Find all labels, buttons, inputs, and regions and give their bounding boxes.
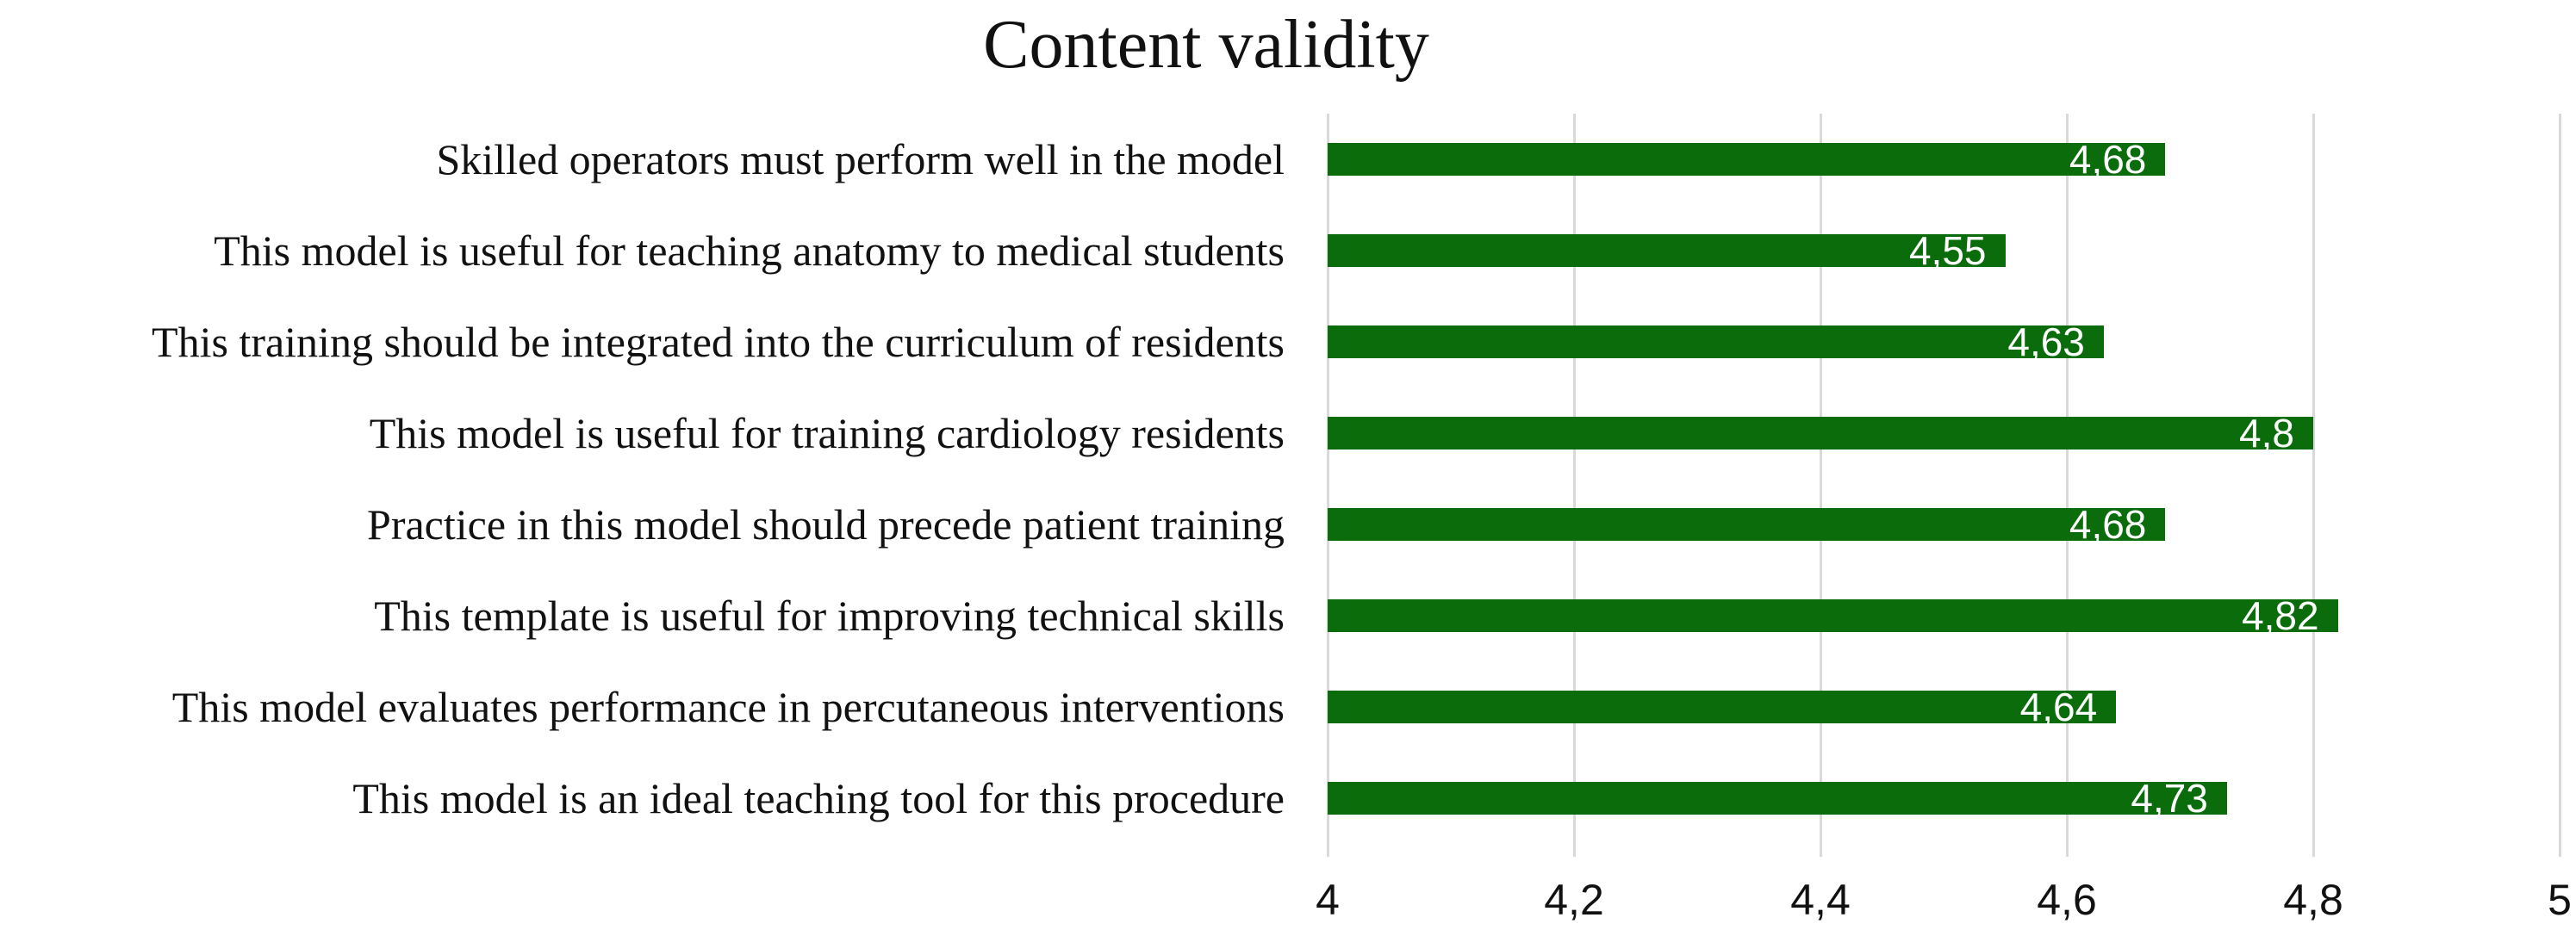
bar: 4,68 bbox=[1328, 137, 2166, 182]
bar-row: 4,55 bbox=[1328, 205, 2560, 296]
bar-value-label: 4,55 bbox=[1908, 228, 1987, 273]
category-label: This model evaluates performance in perc… bbox=[171, 683, 1285, 731]
category-label: Practice in this model should precede pa… bbox=[367, 500, 1285, 549]
bar-row: 4,68 bbox=[1328, 114, 2560, 205]
category-label: Skilled operators must perform well in t… bbox=[436, 135, 1285, 183]
bar: 4,68 bbox=[1328, 502, 2166, 547]
bar: 4,82 bbox=[1328, 596, 2338, 636]
bar: 4,73 bbox=[1328, 778, 2227, 818]
bar-value-label: 4,73 bbox=[2131, 776, 2208, 821]
bar-row: 4,8 bbox=[1328, 388, 2560, 479]
bar: 4,55 bbox=[1328, 228, 2006, 273]
category-label: This model is an ideal teaching tool for… bbox=[352, 774, 1285, 822]
gridline bbox=[1327, 114, 1329, 857]
category-label: This model is useful for teaching anatom… bbox=[214, 226, 1285, 275]
x-axis: 4 4,2 4,4 4,6 4,8 5 bbox=[1316, 875, 2572, 930]
x-axis-tick-label: 4,8 bbox=[2283, 876, 2343, 924]
gridline bbox=[2312, 114, 2315, 857]
bar-value-label: 4,64 bbox=[2019, 685, 2098, 729]
bar-row: 4,64 bbox=[1328, 661, 2560, 753]
bar-value-label: 4,68 bbox=[2069, 502, 2147, 547]
bar-row: 4,82 bbox=[1328, 570, 2560, 661]
gridline bbox=[1573, 114, 1576, 857]
plot-area: 4,68 4,55 4,63 4,8 4,68 4,82 4,64 4,73 bbox=[1327, 114, 2561, 857]
category-label: This model is useful for training cardio… bbox=[369, 409, 1285, 457]
x-axis-tick-label: 4 bbox=[1316, 876, 1340, 924]
x-axis-tick-label: 4,4 bbox=[1790, 876, 1851, 924]
x-axis-tick-label: 4,6 bbox=[2037, 876, 2097, 924]
x-axis-tick-label: 5 bbox=[2548, 876, 2572, 924]
bar-value-label: 4,63 bbox=[2007, 319, 2085, 364]
bar-value-label: 4,8 bbox=[2239, 411, 2294, 456]
bar: 4,64 bbox=[1328, 687, 2117, 727]
category-axis: Skilled operators must perform well in t… bbox=[0, 114, 1328, 844]
bar-value-label: 4,82 bbox=[2242, 593, 2319, 638]
bar-row: 4,63 bbox=[1328, 296, 2560, 388]
bar: 4,63 bbox=[1328, 322, 2104, 362]
bar-row: 4,68 bbox=[1328, 479, 2560, 570]
gridline bbox=[2559, 114, 2561, 857]
bar-row: 4,73 bbox=[1328, 753, 2560, 844]
category-label: This training should be integrated into … bbox=[152, 318, 1285, 366]
bar: 4,8 bbox=[1328, 413, 2313, 453]
gridline bbox=[1820, 114, 1822, 857]
category-label: This template is useful for improving te… bbox=[374, 592, 1285, 640]
bar-value-label: 4,68 bbox=[2069, 137, 2147, 182]
x-axis-tick-label: 4,2 bbox=[1544, 876, 1604, 924]
gridline bbox=[2066, 114, 2069, 857]
chart-title: Content validity bbox=[983, 7, 1429, 83]
